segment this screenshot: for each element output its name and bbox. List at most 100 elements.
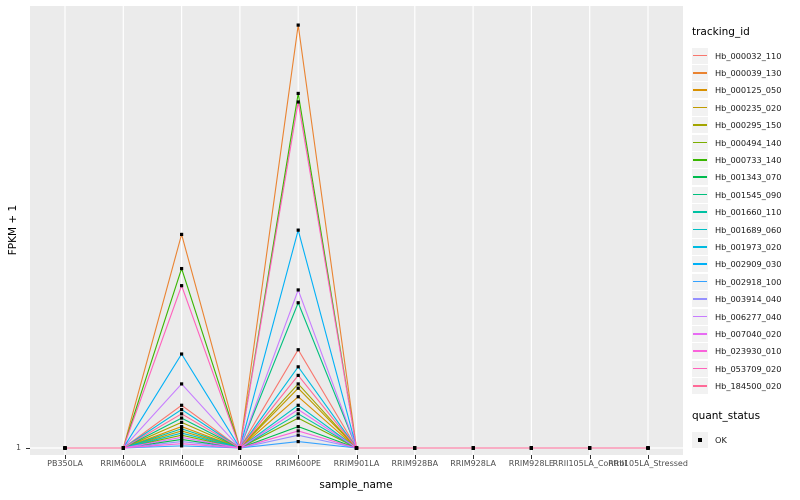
data-point-marker	[296, 439, 300, 444]
legend-key-line-icon	[692, 256, 708, 273]
legend-key-line-icon	[692, 221, 708, 238]
x-tick-mark	[473, 455, 475, 459]
legend-key-line-icon	[692, 82, 708, 99]
data-point-marker	[529, 446, 533, 450]
legend-item: Hb_002918_100	[692, 273, 798, 290]
x-tick-mark	[356, 455, 358, 459]
legend-item-label: Hb_053709_020	[715, 363, 782, 374]
legend-item-label: Hb_007040_020	[715, 328, 782, 339]
legend-item: Hb_006277_040	[692, 308, 798, 325]
data-point-marker	[296, 412, 300, 416]
legend-key-line-icon	[692, 65, 708, 82]
x-tick-mark	[65, 455, 66, 459]
data-point-marker	[413, 446, 417, 450]
x-tick-mark	[414, 455, 416, 459]
legend-key-line-icon	[692, 343, 708, 360]
x-tick-label: RRIM600LE	[159, 459, 205, 468]
data-point-marker	[646, 446, 650, 450]
legend-key-line-icon	[692, 291, 708, 308]
legend-key-line-icon	[692, 169, 708, 186]
y-tick-label: 1	[16, 443, 22, 452]
legend-key-line-icon	[692, 99, 708, 116]
legend-item-label: Hb_002909_030	[715, 259, 782, 270]
legend-item-label: Hb_001660_110	[715, 207, 782, 218]
data-point-marker	[296, 301, 300, 305]
data-point-marker	[180, 431, 184, 435]
legend-item-label: OK	[715, 434, 727, 445]
legend-item-label: Hb_006277_040	[715, 311, 782, 322]
data-point-marker	[180, 407, 184, 412]
data-point-marker	[180, 444, 184, 448]
legend-item-label: Hb_000032_110	[715, 50, 782, 61]
data-point-marker	[296, 429, 300, 433]
legend-title-tracking-id: tracking_id	[692, 26, 750, 38]
data-point-marker	[180, 425, 184, 429]
legend-item-label: Hb_001343_070	[715, 172, 782, 183]
data-point-marker	[180, 433, 184, 437]
legend-item-label: Hb_000733_140	[715, 155, 782, 166]
x-tick-mark	[239, 455, 241, 459]
data-point-marker	[296, 403, 300, 407]
y-axis-title: FPKM + 1	[7, 204, 19, 256]
legend-key-line-icon	[692, 378, 708, 395]
legend-item: Hb_001545_090	[692, 186, 798, 203]
legend-key-line-icon	[692, 360, 708, 377]
legend-key-line-icon	[692, 204, 708, 221]
legend-key-line-icon	[692, 134, 708, 151]
legend-item-label: Hb_000125_050	[715, 85, 782, 96]
x-axis-title: sample_name	[319, 479, 393, 491]
x-tick-mark	[123, 455, 125, 459]
legend-title-quant-status: quant_status	[692, 409, 761, 422]
data-point-marker	[296, 433, 300, 437]
data-point-marker	[296, 382, 300, 386]
data-point-marker	[296, 395, 300, 399]
data-point-marker	[180, 403, 184, 407]
x-tick-label: RRIM901LA	[333, 459, 380, 468]
legend-key-line-icon	[692, 308, 708, 325]
legend-item: Hb_000039_130	[692, 64, 798, 82]
legend-key-line-icon	[692, 273, 708, 290]
legend-item: Hb_001689_060	[692, 221, 798, 238]
x-tick-mark	[181, 455, 183, 459]
legend-key-line-icon	[692, 186, 708, 203]
x-tick-label: RRII105LA_Stressed	[608, 459, 688, 468]
legend-item-label: Hb_000039_130	[715, 68, 782, 79]
data-point-marker	[471, 446, 475, 450]
data-point-marker	[63, 446, 67, 450]
x-tick-label: RRIM928BA	[391, 459, 439, 468]
legend-item: Hb_000295_150	[692, 117, 798, 134]
data-point-marker	[180, 427, 184, 431]
legend-item: Hb_001973_020	[692, 238, 798, 255]
legend-item-label: Hb_001545_090	[715, 189, 782, 200]
legend-item: Hb_023930_010	[692, 343, 798, 360]
legend-item-label: Hb_001689_060	[715, 224, 782, 235]
data-point-marker	[296, 228, 300, 232]
x-tick-mark	[531, 455, 533, 459]
legend-item-label: Hb_003914_040	[715, 294, 782, 305]
data-point-marker	[238, 446, 242, 450]
data-point-marker	[180, 442, 184, 446]
x-tick-label: RRIM600PE	[275, 459, 321, 468]
legend-items-quant-status: OK	[692, 431, 798, 448]
legend-key-square-icon	[692, 431, 708, 448]
legend-item: Hb_184500_020	[692, 377, 798, 395]
legend-key-line-icon	[692, 117, 708, 134]
data-point-marker	[121, 446, 125, 450]
legend-item-label: Hb_001973_020	[715, 241, 782, 252]
data-point-marker	[180, 420, 184, 424]
data-point-marker	[180, 284, 184, 288]
x-tick-mark	[298, 455, 300, 459]
data-point-marker	[296, 407, 300, 412]
legend-item: Hb_000125_050	[692, 82, 798, 99]
data-point-marker	[296, 373, 300, 377]
legend-item: OK	[692, 431, 798, 448]
x-tick-label: PB350LA	[47, 459, 83, 468]
data-point-marker	[588, 446, 592, 450]
legend-key-line-icon	[692, 325, 708, 342]
data-point-marker	[296, 348, 300, 352]
data-point-marker	[180, 416, 184, 420]
data-point-marker	[180, 435, 184, 439]
data-point-marker	[296, 23, 300, 27]
legend: tracking_id Hb_000032_110 Hb_000039_130 Hb…	[692, 26, 798, 448]
